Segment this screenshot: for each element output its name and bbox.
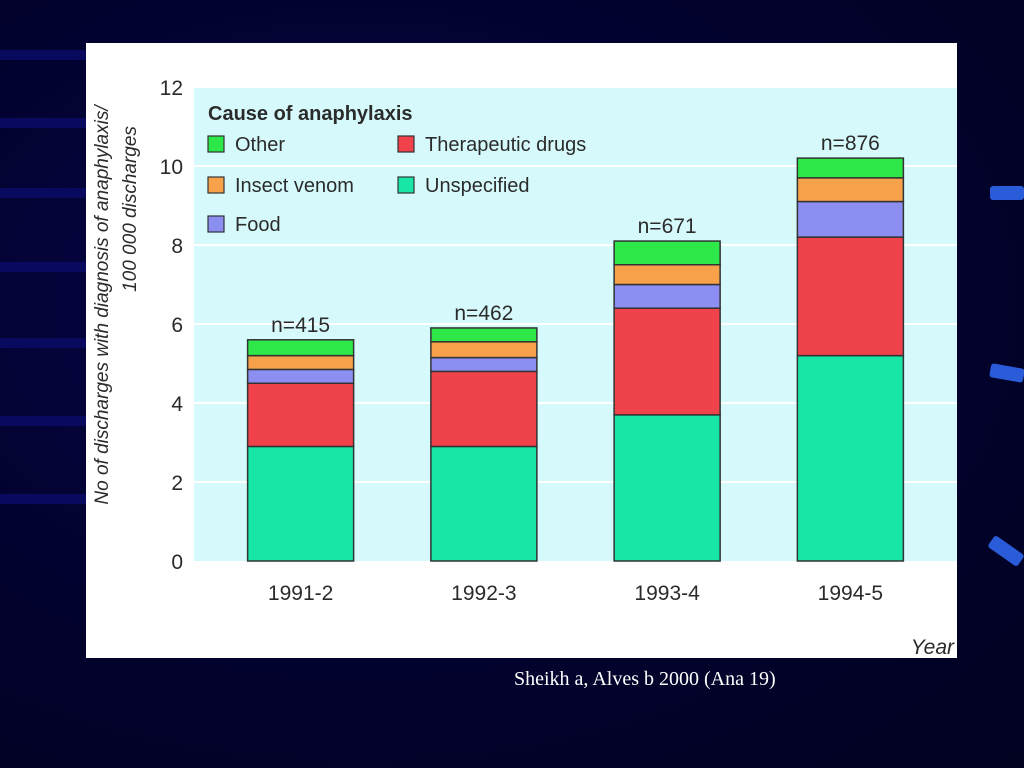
x-tick-labels: 1991-2 1992-3 1993-4 1994-5	[268, 582, 883, 605]
legend-swatch	[207, 215, 225, 233]
bar-annotations: n=415 n=462 n=671 n=876	[271, 132, 880, 337]
legend-swatch	[397, 176, 415, 194]
y-tick-label: 2	[171, 472, 183, 495]
bar-segment-other	[430, 327, 538, 343]
y-tick-label: 8	[171, 235, 183, 258]
bar-segment-therapeutic-drugs	[246, 382, 355, 448]
x-tick-label: 1994-5	[818, 582, 883, 605]
bar-annotation: n=671	[638, 215, 697, 238]
bar-segment-insect-venom	[613, 264, 721, 286]
bar-segment-insect-venom	[246, 354, 355, 371]
bar-segment-other	[246, 339, 355, 357]
x-tick-label: 1993-4	[634, 582, 700, 605]
background-stripe	[0, 338, 86, 348]
legend-swatch	[207, 135, 225, 153]
bar-segment-food	[430, 356, 538, 373]
x-tick-label: 1992-3	[451, 582, 516, 605]
y-axis-label-line2: 100 000 discharges	[120, 126, 141, 292]
bar-annotation: n=462	[454, 302, 513, 325]
chart-figure: 0 2 4 6 8 10 12 n=415 n=462 n=671 n=876 1991-2 199…	[86, 43, 957, 658]
bar-annotation: n=876	[821, 132, 880, 155]
bar-segment-unspecified	[430, 445, 538, 562]
bar-segment-food	[796, 200, 905, 238]
background-accent	[987, 534, 1024, 568]
bar-segment-other	[796, 157, 905, 179]
slide-caption: Sheikh a, Alves b 2000 (Ana 19)	[514, 668, 776, 690]
bar-segment-insect-venom	[796, 177, 905, 203]
background-stripe	[0, 50, 86, 60]
background-accent	[990, 186, 1024, 200]
legend-label: Insect venom	[235, 175, 354, 197]
y-tick-label: 0	[171, 551, 183, 574]
background-accent	[989, 363, 1024, 383]
legend-label: Therapeutic drugs	[425, 134, 586, 156]
x-axis-label: Year	[911, 636, 955, 658]
background-stripe	[0, 262, 86, 272]
y-tick-labels: 0 2 4 6 8 10 12	[160, 77, 184, 574]
bar-segment-therapeutic-drugs	[796, 236, 905, 357]
y-tick-label: 6	[171, 314, 183, 337]
bar-segment-insect-venom	[430, 341, 538, 359]
legend-item: Therapeutic drugs	[397, 134, 586, 156]
bars	[246, 157, 905, 562]
background-stripe	[0, 416, 86, 426]
bar-segment-food	[246, 368, 355, 384]
background-stripe	[0, 494, 86, 504]
background-stripe	[0, 118, 86, 128]
bar-segment-therapeutic-drugs	[430, 370, 538, 448]
legend-item: Other	[207, 134, 285, 156]
y-tick-label: 10	[160, 156, 183, 179]
bar-segment-unspecified	[246, 445, 355, 562]
legend-item: Insect venom	[207, 175, 354, 197]
legend-item: Unspecified	[397, 175, 530, 197]
background-stripe	[0, 188, 86, 198]
legend-swatch	[207, 176, 225, 194]
bar-segment-food	[613, 283, 721, 309]
bar-segment-other	[613, 240, 721, 266]
legend-label: Unspecified	[425, 175, 530, 197]
legend-swatch	[397, 135, 415, 153]
legend-item: Food	[207, 214, 281, 236]
y-tick-label: 4	[171, 393, 183, 416]
legend-title: Cause of anaphylaxis	[208, 103, 413, 125]
y-tick-label: 12	[160, 77, 183, 100]
x-tick-label: 1991-2	[268, 582, 333, 605]
legend-label: Food	[235, 214, 281, 236]
bar-segment-therapeutic-drugs	[613, 307, 721, 416]
bar-annotation: n=415	[271, 314, 330, 337]
bar-segment-unspecified	[613, 414, 721, 562]
legend: Cause of anaphylaxis Other Therapeutic dr…	[207, 103, 586, 236]
bar-segment-unspecified	[796, 354, 905, 562]
legend-label: Other	[235, 134, 285, 156]
y-axis-label-line1: No of discharges with diagnosis of anaph…	[92, 104, 113, 505]
